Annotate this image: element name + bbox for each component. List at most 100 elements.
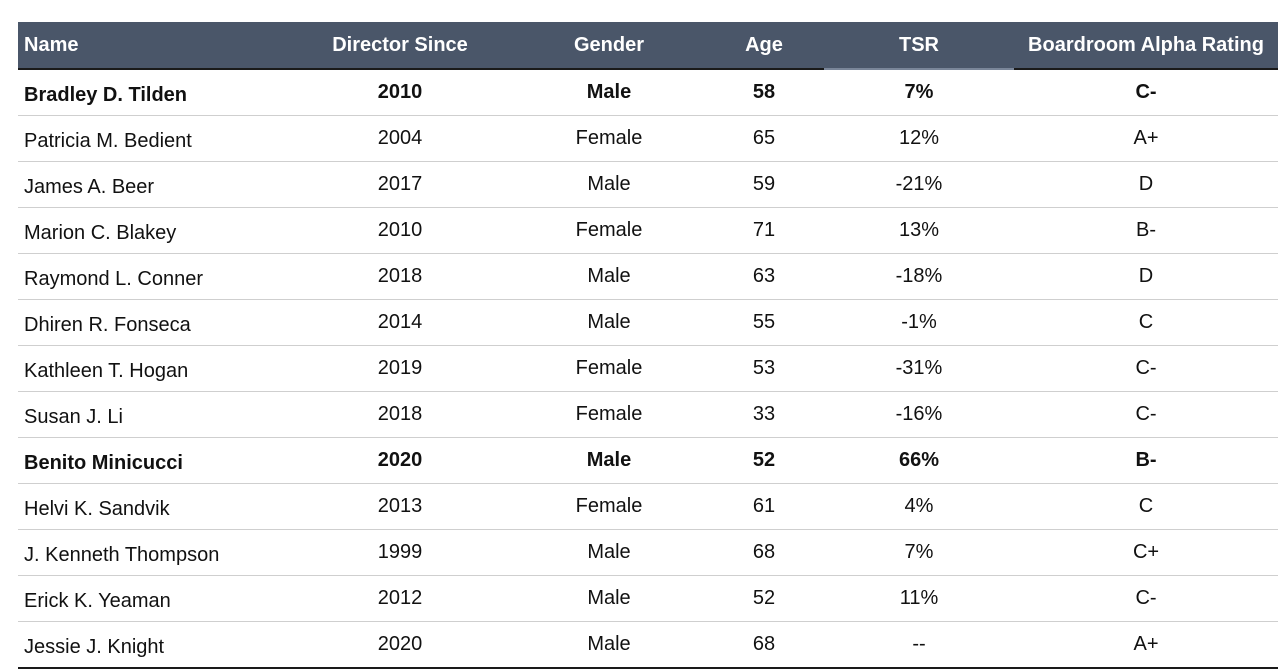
cell-director-since: 2004 <box>286 115 514 162</box>
cell-age: 68 <box>704 529 824 576</box>
cell-gender: Male <box>514 621 704 669</box>
header-tsr-label: TSR <box>899 33 939 56</box>
cell-gender: Male <box>514 69 704 116</box>
cell-boardroom-alpha-rating: C <box>1014 299 1278 346</box>
cell-name: Benito Minicucci <box>18 437 286 484</box>
cell-tsr: 66% <box>824 437 1014 484</box>
cell-name: J. Kenneth Thompson <box>18 529 286 576</box>
cell-gender: Female <box>514 483 704 530</box>
cell-name: Raymond L. Conner <box>18 253 286 300</box>
cell-gender: Female <box>514 115 704 162</box>
cell-tsr: -1% <box>824 299 1014 346</box>
table-row: Erick K. Yeaman 2012 Male 52 11% C- <box>18 575 1278 622</box>
header-age: Age <box>704 22 824 70</box>
table-row: Benito Minicucci 2020 Male 52 66% B- <box>18 437 1278 484</box>
table-row: Helvi K. Sandvik 2013 Female 61 4% C <box>18 483 1278 530</box>
header-boardroom-alpha-rating: Boardroom Alpha Rating <box>1014 22 1278 70</box>
cell-boardroom-alpha-rating: C- <box>1014 69 1278 116</box>
cell-name: Susan J. Li <box>18 391 286 438</box>
cell-age: 33 <box>704 391 824 438</box>
cell-boardroom-alpha-rating: B- <box>1014 437 1278 484</box>
cell-tsr: 7% <box>824 69 1014 116</box>
cell-age: 65 <box>704 115 824 162</box>
header-gender: Gender <box>514 22 704 70</box>
cell-tsr: 7% <box>824 529 1014 576</box>
cell-boardroom-alpha-rating: C- <box>1014 345 1278 392</box>
table-row: Patricia M. Bedient 2004 Female 65 12% A+ <box>18 115 1278 162</box>
cell-age: 55 <box>704 299 824 346</box>
cell-gender: Female <box>514 345 704 392</box>
cell-tsr: -- <box>824 621 1014 669</box>
cell-name: Patricia M. Bedient <box>18 115 286 162</box>
cell-age: 71 <box>704 207 824 254</box>
header-director-since: Director Since <box>286 22 514 70</box>
cell-name: James A. Beer <box>18 161 286 208</box>
cell-tsr: -31% <box>824 345 1014 392</box>
cell-name: Kathleen T. Hogan <box>18 345 286 392</box>
cell-gender: Male <box>514 253 704 300</box>
table-row: James A. Beer 2017 Male 59 -21% D <box>18 161 1278 208</box>
cell-age: 68 <box>704 621 824 669</box>
cell-boardroom-alpha-rating: C <box>1014 483 1278 530</box>
table-body: Bradley D. Tilden 2010 Male 58 7% C- Patricia … <box>18 69 1278 669</box>
cell-age: 63 <box>704 253 824 300</box>
cell-tsr: 13% <box>824 207 1014 254</box>
table-row: Raymond L. Conner 2018 Male 63 -18% D <box>18 253 1278 300</box>
table-row: Kathleen T. Hogan 2019 Female 53 -31% C- <box>18 345 1278 392</box>
cell-director-since: 2018 <box>286 391 514 438</box>
cell-tsr: -21% <box>824 161 1014 208</box>
cell-gender: Male <box>514 437 704 484</box>
cell-director-since: 2010 <box>286 69 514 116</box>
cell-age: 52 <box>704 437 824 484</box>
table-row: Susan J. Li 2018 Female 33 -16% C- <box>18 391 1278 438</box>
director-table-container: Name Director Since Gender Age TSR Board… <box>18 22 1278 669</box>
cell-name: Marion C. Blakey <box>18 207 286 254</box>
cell-tsr: 11% <box>824 575 1014 622</box>
cell-boardroom-alpha-rating: A+ <box>1014 115 1278 162</box>
cell-tsr: -16% <box>824 391 1014 438</box>
cell-age: 59 <box>704 161 824 208</box>
cell-director-since: 2020 <box>286 437 514 484</box>
cell-director-since: 2020 <box>286 621 514 669</box>
cell-age: 52 <box>704 575 824 622</box>
cell-name: Jessie J. Knight <box>18 621 286 669</box>
cell-name: Helvi K. Sandvik <box>18 483 286 530</box>
table-row: Jessie J. Knight 2020 Male 68 -- A+ <box>18 621 1278 669</box>
table-row: J. Kenneth Thompson 1999 Male 68 7% C+ <box>18 529 1278 576</box>
cell-name: Bradley D. Tilden <box>18 69 286 116</box>
cell-gender: Male <box>514 529 704 576</box>
cell-director-since: 2013 <box>286 483 514 530</box>
cell-gender: Female <box>514 391 704 438</box>
header-tsr: TSR <box>824 22 1014 70</box>
cell-boardroom-alpha-rating: D <box>1014 161 1278 208</box>
cell-director-since: 1999 <box>286 529 514 576</box>
table-row: Marion C. Blakey 2010 Female 71 13% B- <box>18 207 1278 254</box>
cell-director-since: 2017 <box>286 161 514 208</box>
cell-gender: Male <box>514 299 704 346</box>
cell-director-since: 2010 <box>286 207 514 254</box>
table-row: Bradley D. Tilden 2010 Male 58 7% C- <box>18 69 1278 116</box>
cell-director-since: 2018 <box>286 253 514 300</box>
table-row: Dhiren R. Fonseca 2014 Male 55 -1% C <box>18 299 1278 346</box>
cell-boardroom-alpha-rating: D <box>1014 253 1278 300</box>
cell-gender: Male <box>514 575 704 622</box>
cell-boardroom-alpha-rating: C- <box>1014 575 1278 622</box>
cell-tsr: 12% <box>824 115 1014 162</box>
table-header-row: Name Director Since Gender Age TSR Board… <box>18 22 1278 70</box>
cell-boardroom-alpha-rating: C- <box>1014 391 1278 438</box>
cell-director-since: 2019 <box>286 345 514 392</box>
header-tsr-underline <box>824 68 1014 70</box>
header-name: Name <box>18 22 286 70</box>
cell-gender: Male <box>514 161 704 208</box>
cell-age: 58 <box>704 69 824 116</box>
cell-boardroom-alpha-rating: C+ <box>1014 529 1278 576</box>
cell-gender: Female <box>514 207 704 254</box>
cell-tsr: -18% <box>824 253 1014 300</box>
cell-director-since: 2012 <box>286 575 514 622</box>
cell-director-since: 2014 <box>286 299 514 346</box>
cell-age: 53 <box>704 345 824 392</box>
cell-boardroom-alpha-rating: B- <box>1014 207 1278 254</box>
cell-name: Dhiren R. Fonseca <box>18 299 286 346</box>
cell-tsr: 4% <box>824 483 1014 530</box>
cell-name: Erick K. Yeaman <box>18 575 286 622</box>
